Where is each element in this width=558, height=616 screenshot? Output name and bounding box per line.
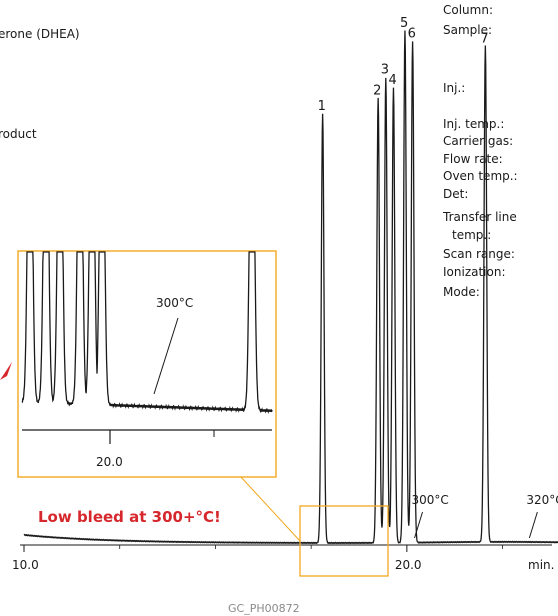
peak-label: 7 (480, 32, 488, 47)
condition-label: Scan range: (443, 247, 515, 261)
inset-annotation-line (153, 317, 179, 395)
inset-tick-label: 20.0 (96, 455, 123, 469)
temperature-annotation-line (414, 511, 423, 539)
x-tick-label: 10.0 (12, 558, 39, 572)
main-plot: 10.0 20.0 1 234 56 7 300°C 320°C min. (12, 16, 558, 572)
condition-label: Det: (443, 187, 468, 201)
condition-label: Ionization: (443, 265, 506, 279)
condition-label: Carrier gas: (443, 134, 513, 148)
condition-label: temp.: (452, 228, 491, 242)
legend-line-2: roduct (0, 127, 37, 141)
condition-label: Inj.: (443, 81, 465, 95)
condition-label: Transfer line (442, 210, 517, 224)
temperature-annotation: 320°C (526, 493, 558, 507)
condition-label: Inj. temp.: (443, 117, 504, 131)
inset-annotation: 300°C (156, 296, 193, 310)
zoom-connector (239, 475, 301, 542)
temperature-annotation: 300°C (412, 493, 449, 507)
figure-code: GC_PH00872 (228, 602, 300, 615)
low-bleed-callout: Low bleed at 300+°C! (38, 508, 221, 526)
peak-label: 2 (373, 83, 381, 98)
inset-zoom-panel: 20.0 300°C (17, 250, 277, 478)
inset-frame (17, 250, 277, 478)
red-arrow (0, 362, 12, 380)
peak-label: 3 (381, 63, 389, 78)
conditions-list: Column: Sample: Inj.: Inj. temp.: Carrier ga… (442, 3, 518, 299)
peak-label: 6 (408, 27, 416, 42)
condition-label: Oven temp.: (443, 169, 518, 183)
x-tick-label: 20.0 (395, 558, 422, 572)
peak-label: 5 (400, 16, 408, 31)
peak-label: 4 (388, 73, 396, 88)
condition-label: Column: (443, 3, 493, 17)
condition-label: Mode: (443, 285, 480, 299)
temperature-annotation-line (528, 511, 538, 539)
main-trace (23, 30, 558, 545)
peak-label: 1 (318, 99, 326, 114)
inset-trace (21, 251, 273, 415)
legend-line-1: erone (DHEA) (0, 27, 80, 41)
condition-label: Sample: (443, 23, 492, 37)
condition-label: Flow rate: (443, 152, 503, 166)
x-unit-label: min. (528, 558, 554, 572)
